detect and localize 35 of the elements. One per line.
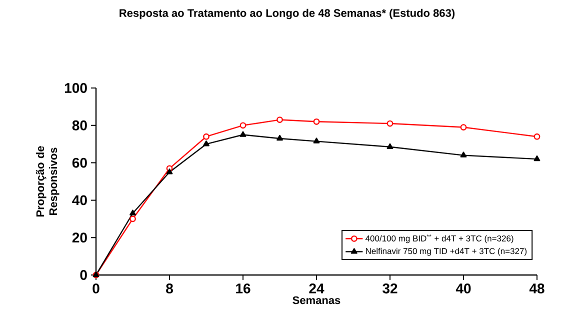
- x-tick-label: 0: [92, 284, 100, 294]
- point: [203, 140, 210, 146]
- y-tick-label: 60: [72, 158, 87, 168]
- legend-label: 400/100 mg BID$^{**}$ + d4T + 3TC (n=326): [365, 234, 514, 244]
- x-tick-label: 40: [456, 284, 471, 294]
- point: [313, 138, 320, 144]
- point: [203, 133, 210, 140]
- point: [276, 134, 283, 141]
- x-tick-label: 32: [382, 284, 398, 294]
- point: [460, 152, 467, 158]
- y-tick-label: 100: [64, 83, 87, 93]
- x-axis-title: Semanas: [292, 296, 340, 304]
- x-tick-label: 16: [236, 284, 250, 294]
- point: [460, 124, 467, 130]
- point: [130, 216, 136, 222]
- point: [130, 210, 136, 216]
- point: [166, 168, 173, 174]
- point: [313, 118, 320, 125]
- y-tick-label: 20: [72, 232, 87, 243]
- point: [534, 155, 540, 162]
- point: [240, 122, 246, 129]
- point: [534, 133, 540, 140]
- point: [240, 131, 246, 137]
- x-tick-label: 24: [309, 284, 324, 294]
- x-tick-label: 8: [166, 284, 173, 294]
- point: [386, 143, 394, 149]
- y-tick-label: 40: [72, 195, 87, 206]
- y-tick-label: 80: [72, 120, 87, 130]
- y-axis-title: Proporção de Responsivos: [36, 146, 60, 217]
- chart-title: Resposta ao Tratamento ao Longo de 48 Semanas* (Estudo 863): [120, 8, 455, 20]
- point: [276, 116, 283, 123]
- y-tick-label: 0: [80, 270, 87, 280]
- point: [386, 120, 394, 127]
- x-tick-label: 48: [529, 284, 544, 294]
- legend-label: Nelfinavir 750 mg TID +d4T + 3TC (n=327): [366, 248, 527, 256]
